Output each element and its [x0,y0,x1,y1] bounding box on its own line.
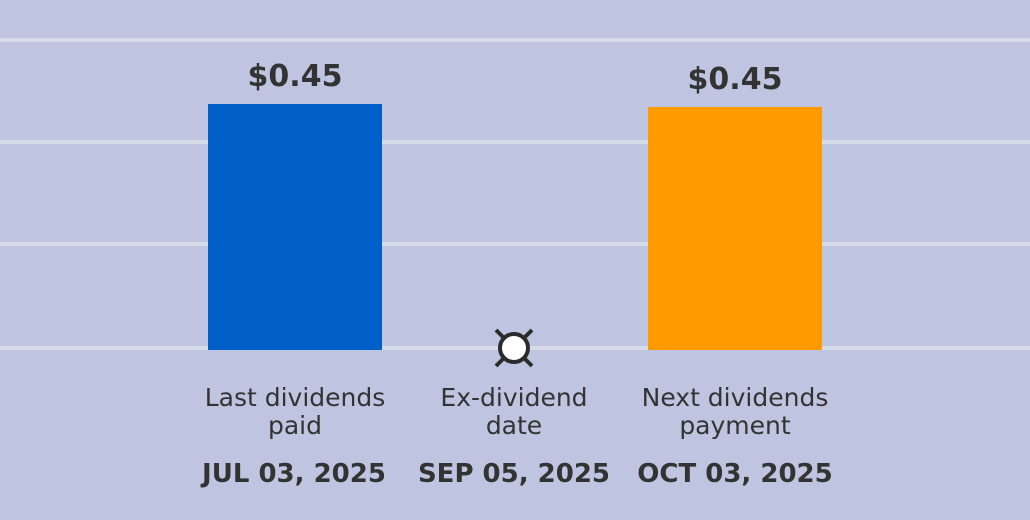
date-label: JUL 03, 2025 [200,459,386,489]
value-label: $0.45 [688,62,783,97]
date-label: OCT 03, 2025 [637,459,832,489]
category-label: payment [679,411,791,440]
category-label: paid [268,411,322,440]
ex-dividend-icon [494,328,534,368]
date-label: SEP 05, 2025 [418,459,610,489]
value-label: $0.45 [248,59,343,94]
category-label: Ex-dividend [440,383,587,412]
category-label: date [486,411,542,440]
bar [648,107,822,350]
category-label: Last dividends [205,383,386,412]
bar [208,104,382,350]
category-label: Next dividends [642,383,829,412]
